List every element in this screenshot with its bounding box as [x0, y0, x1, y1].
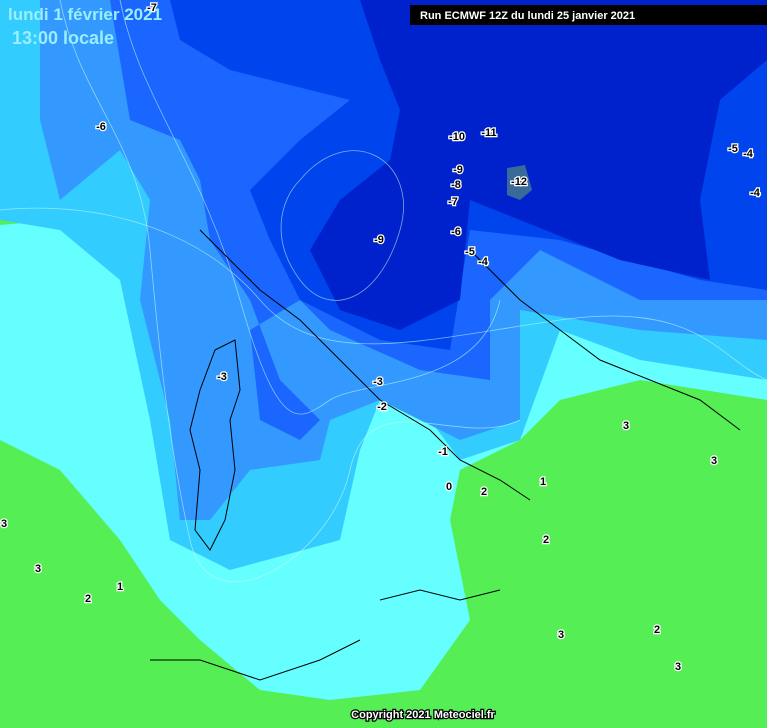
contour-label: -4	[743, 148, 754, 160]
contour-label: -7	[448, 196, 458, 208]
contour-label: -3	[373, 376, 383, 388]
contour-label: -7	[147, 2, 157, 14]
contour-label: -5	[728, 143, 738, 155]
contour-label: 3	[1, 518, 7, 530]
contour-label: -6	[451, 226, 461, 238]
contour-label: 2	[543, 534, 549, 546]
contour-labels: -7 -6 -10 -11 -12 -9 -8 -7 -6 -5 -4 -9 -…	[0, 1, 762, 675]
coastlines	[150, 229, 741, 681]
contour-label: 0	[446, 481, 452, 493]
contour-label: 1	[117, 581, 123, 593]
contour-label: 3	[711, 455, 717, 467]
zone-darkest-blue	[310, 0, 767, 330]
contour-label: -9	[453, 164, 463, 176]
contour-label: -6	[96, 121, 106, 133]
contour-label: 2	[481, 486, 487, 498]
contour-label: 2	[85, 593, 91, 605]
contour-label: -8	[451, 179, 461, 191]
contour-label: -2	[377, 401, 387, 413]
contour-label: 3	[675, 661, 681, 673]
copyright: Copyright 2021 Meteociel.fr	[351, 709, 495, 721]
contour-label: -4	[478, 256, 489, 268]
contour-label: 1	[540, 476, 546, 488]
contour-label: -10	[449, 131, 465, 143]
contour-label: 3	[558, 629, 564, 641]
run-banner	[410, 5, 767, 25]
contour-label: 2	[654, 624, 660, 636]
contour-label: -9	[374, 234, 384, 246]
contour-label: 3	[35, 563, 41, 575]
title-date: lundi 1 février 2021	[8, 5, 162, 24]
title-time: 13:00 locale	[12, 28, 114, 48]
contour-label: -3	[217, 371, 227, 383]
isolines	[0, 0, 767, 583]
run-info: Run ECMWF 12Z du lundi 25 janvier 2021	[420, 10, 635, 22]
contour-label: 3	[623, 420, 629, 432]
contour-label: -4	[750, 187, 761, 199]
contour-label: -1	[438, 446, 448, 458]
contour-label: -11	[481, 127, 496, 139]
contour-label: -12	[511, 176, 527, 188]
zone-minimum	[507, 165, 532, 200]
contour-label: -5	[465, 246, 475, 258]
